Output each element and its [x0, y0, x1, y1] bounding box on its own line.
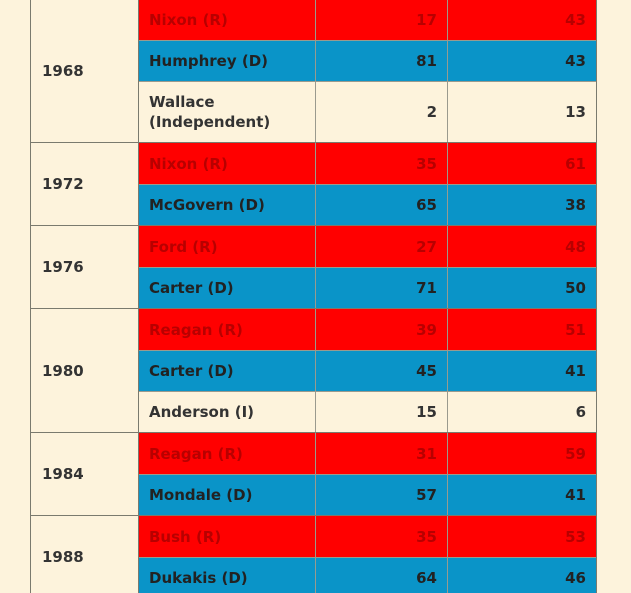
value-cell-1: 17: [316, 0, 448, 40]
table-row: Carter (D) 45 41: [139, 350, 596, 391]
year-cell: 1980: [31, 309, 139, 432]
year-group: 1976 Ford (R) 27 48 Carter (D) 71 50: [30, 226, 597, 309]
candidate-name: Mondale (D): [139, 475, 316, 515]
candidate-name: Wallace (Independent): [139, 82, 316, 142]
value-cell-1: 81: [316, 41, 448, 81]
candidate-name: Ford (R): [139, 226, 316, 267]
year-group: 1980 Reagan (R) 39 51 Carter (D) 45 41 Anderson…: [30, 309, 597, 433]
table-row: Humphrey (D) 81 43: [139, 40, 596, 81]
candidate-name: Bush (R): [139, 516, 316, 557]
table-row: Mondale (D) 57 41: [139, 474, 596, 515]
table-row: Nixon (R) 17 43: [139, 0, 596, 40]
candidate-name: Anderson (I): [139, 392, 316, 432]
election-results-table: 1968 Nixon (R) 17 43 Humphrey (D) 81 43 Wallace…: [30, 0, 597, 593]
year-group: 1972 Nixon (R) 35 61 McGovern (D) 65 38: [30, 143, 597, 226]
value-cell-1: 2: [316, 82, 448, 142]
candidate-name: Dukakis (D): [139, 558, 316, 593]
value-cell-1: 65: [316, 185, 448, 225]
value-cell-1: 35: [316, 143, 448, 184]
table-row: Reagan (R) 39 51: [139, 309, 596, 350]
value-cell-2: 41: [565, 486, 586, 504]
year-cell: 1988: [31, 516, 139, 593]
year-cell: 1984: [31, 433, 139, 515]
year-group: 1988 Bush (R) 35 53 Dukakis (D) 64 46: [30, 516, 597, 593]
candidate-name: Nixon (R): [139, 0, 316, 40]
value-cell-1: 27: [316, 226, 448, 267]
candidate-name: Humphrey (D): [139, 41, 316, 81]
candidate-name: Nixon (R): [139, 143, 316, 184]
value-cell-2: 50: [565, 279, 586, 297]
value-cell-2: 61: [565, 154, 586, 173]
value-cell-1: 15: [316, 392, 448, 432]
candidate-rows: Reagan (R) 39 51 Carter (D) 45 41 Anderson (I)…: [139, 309, 596, 432]
table-row: Dukakis (D) 64 46: [139, 557, 596, 593]
value-cell-2: 48: [565, 237, 586, 256]
value-cell-1: 57: [316, 475, 448, 515]
candidate-rows: Ford (R) 27 48 Carter (D) 71 50: [139, 226, 596, 308]
candidate-name: Carter (D): [139, 351, 316, 391]
candidate-rows: Bush (R) 35 53 Dukakis (D) 64 46: [139, 516, 596, 593]
value-cell-2: 38: [565, 196, 586, 214]
value-cell-2: 43: [565, 52, 586, 70]
value-cell-2: 53: [565, 527, 586, 546]
value-cell-2: 51: [565, 320, 586, 339]
table-row: Wallace (Independent) 2 13: [139, 81, 596, 142]
value-cell-2: 13: [565, 103, 586, 121]
candidate-rows: Nixon (R) 17 43 Humphrey (D) 81 43 Wallace (In…: [139, 0, 596, 142]
value-cell-2: 43: [565, 10, 586, 29]
value-cell-2: 6: [575, 403, 586, 421]
year-group: 1984 Reagan (R) 31 59 Mondale (D) 57 41: [30, 433, 597, 516]
candidate-rows: Reagan (R) 31 59 Mondale (D) 57 41: [139, 433, 596, 515]
table-row: Carter (D) 71 50: [139, 267, 596, 308]
value-cell-2: 59: [565, 444, 586, 463]
year-cell: 1976: [31, 226, 139, 308]
candidate-name: Reagan (R): [139, 433, 316, 474]
candidate-rows: Nixon (R) 35 61 McGovern (D) 65 38: [139, 143, 596, 225]
year-group: 1968 Nixon (R) 17 43 Humphrey (D) 81 43 Wallace…: [30, 0, 597, 143]
value-cell-1: 39: [316, 309, 448, 350]
value-cell-1: 45: [316, 351, 448, 391]
candidate-name: McGovern (D): [139, 185, 316, 225]
value-cell-1: 35: [316, 516, 448, 557]
table-row: Bush (R) 35 53: [139, 516, 596, 557]
value-cell-2: 46: [565, 569, 586, 587]
value-cell-1: 31: [316, 433, 448, 474]
value-cell-2: 41: [565, 362, 586, 380]
year-cell: 1968: [31, 0, 139, 142]
table-row: Nixon (R) 35 61: [139, 143, 596, 184]
candidate-name: Carter (D): [139, 268, 316, 308]
value-cell-1: 71: [316, 268, 448, 308]
table-row: McGovern (D) 65 38: [139, 184, 596, 225]
year-cell: 1972: [31, 143, 139, 225]
table-row: Anderson (I) 15 6: [139, 391, 596, 432]
table-row: Reagan (R) 31 59: [139, 433, 596, 474]
table-row: Ford (R) 27 48: [139, 226, 596, 267]
candidate-name: Reagan (R): [139, 309, 316, 350]
value-cell-1: 64: [316, 558, 448, 593]
